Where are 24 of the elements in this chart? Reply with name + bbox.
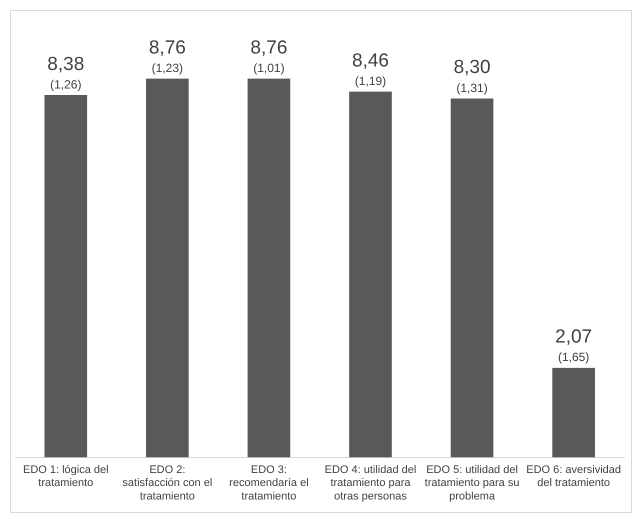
annotation: (1,31)	[456, 80, 488, 95]
data-label: 2,07	[555, 326, 592, 348]
bar	[450, 98, 494, 458]
data-label: 8,30	[454, 57, 491, 78]
data-label: 8,38	[47, 54, 84, 75]
annotation: (1,26)	[50, 77, 82, 92]
bar	[146, 78, 189, 458]
bar	[44, 95, 88, 458]
bar	[248, 78, 290, 458]
bar	[552, 368, 595, 458]
annotation: (1,23)	[152, 60, 184, 75]
x-tick-label: EDO 4: utilidad del tratamiento para otras personas	[324, 464, 416, 502]
data-label: 8,76	[250, 37, 288, 58]
x-tick-label: EDO 5: utilidad del tratamiento para su problema	[424, 464, 520, 502]
x-tick-label: EDO 3: recomendaría el tratamiento	[229, 464, 309, 502]
annotation: (1,65)	[558, 350, 590, 364]
x-tick-label: EDO 1: lógica del tratamiento	[22, 464, 109, 490]
x-tick-label: EDO 6: aversividad del tratamiento	[526, 464, 621, 490]
x-tick-label: EDO 2: satisfacción con el tratamiento	[122, 464, 212, 502]
bar	[349, 92, 392, 458]
annotation: (1,19)	[354, 74, 386, 88]
data-label: 8,76	[148, 37, 186, 58]
data-label: 8,46	[352, 50, 389, 72]
annotation: (1,01)	[253, 60, 285, 75]
